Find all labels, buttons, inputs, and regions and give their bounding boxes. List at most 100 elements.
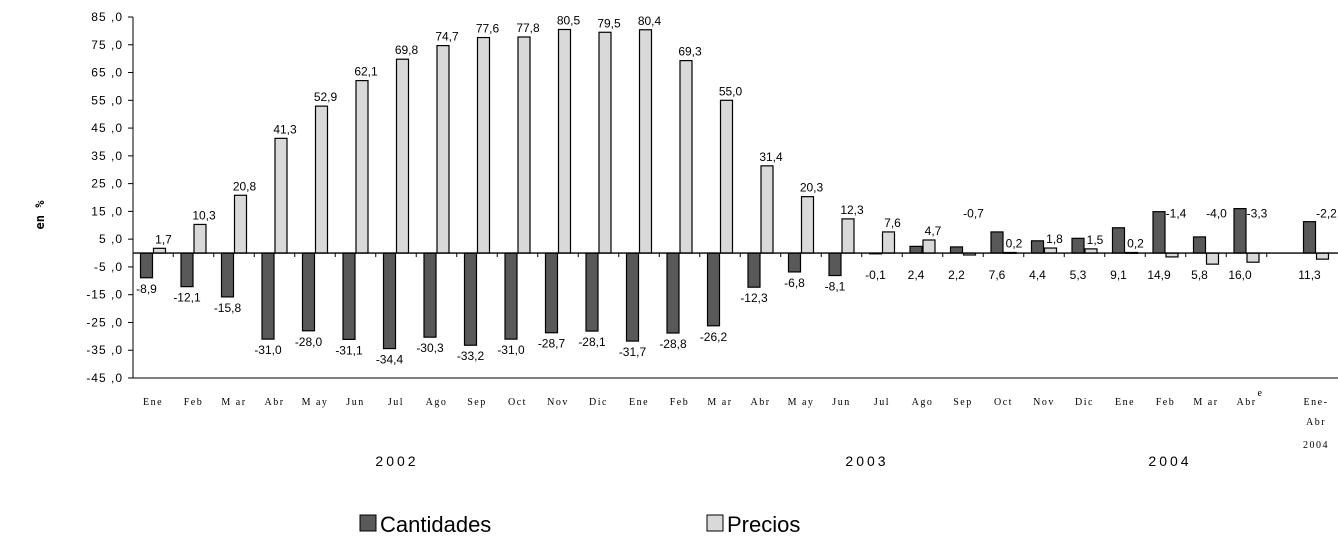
value-label-precios: -0,7 [963,207,984,221]
bar-precios [557,28,572,254]
x-category-label: Dic [589,397,608,408]
bar-cantidades [625,252,640,342]
value-label-cantidades: 5,3 [1070,268,1087,282]
y-tick-label: -45 ,0 [86,371,123,385]
x-category-label: Ene- [1304,397,1329,408]
value-label-cantidades: -30,3 [416,341,444,355]
value-label-precios: -1,4 [1166,207,1187,221]
value-label-precios: 1,8 [1046,232,1063,246]
value-label-cantidades: 2,4 [908,268,925,282]
value-label-precios: 55,0 [719,84,743,98]
bar-precios [800,196,815,254]
bar-cantidades [1152,211,1166,254]
value-label-precios: -3,3 [1247,207,1268,221]
x-category-label: Jun [346,397,364,408]
bar-precios [1043,247,1058,254]
value-label-cantidades: -12,3 [740,291,768,305]
x-category-label: Jul [388,397,404,408]
bar-precios [1246,252,1260,263]
bar-cantidades [382,252,397,350]
value-labels: -8,9 1,7 -12,1 10,3 -15,8 20,8 -31,0 41,3 -28,0 5… [136,13,1337,366]
value-label-precios: 77,8 [516,21,540,35]
x-category-label: Jun [832,397,850,408]
value-label-precios: 4,7 [925,224,942,238]
value-label-precios: 1,7 [155,232,172,246]
value-label-precios: 80,4 [638,14,662,28]
bar-cantidades [342,252,356,341]
value-label-cantidades: -0,1 [865,268,886,282]
y-tick-label: 25 ,0 [91,177,123,191]
value-label-precios: 0,2 [1006,236,1023,250]
x-category-label: M ay [302,397,329,408]
bar-precios [193,223,207,254]
x-year-label: 2003 [845,453,888,469]
bar-cantidades [220,252,235,298]
x-category-year: 2004 [1303,440,1329,451]
bar-cantidades [423,252,437,338]
value-label-cantidades: -28,1 [578,335,606,349]
x-category-label: Ene [1115,397,1135,408]
bar-cantidades [990,231,1004,254]
value-label-cantidades: 5,8 [1191,268,1208,282]
y-tick-label: 45 ,0 [91,121,123,135]
bar-cantidades [949,246,964,254]
x-category-label: Abr [264,397,284,408]
value-label-precios: 62,1 [354,65,378,79]
x-category-label: Sep [467,397,487,408]
y-tick-label: 5 ,0 [99,232,123,246]
bar-precios [598,31,612,254]
bar-precios [233,194,248,254]
x-category-label: Feb [1156,397,1176,408]
value-label-precios: 20,3 [800,181,824,195]
value-label-cantidades: 4,4 [1029,268,1046,282]
y-tick-label: -15 ,0 [86,288,123,302]
bar-precios [314,105,329,254]
bar-precios [152,247,167,254]
value-label-cantidades: 7,6 [989,268,1006,282]
bar-precios [638,29,653,254]
value-label-cantidades: -26,2 [700,330,728,344]
value-label-precios: 1,5 [1087,233,1104,247]
value-label-precios: 12,3 [840,203,864,217]
bar-cantidades [909,245,923,254]
y-tick-label: -5 ,0 [94,260,123,274]
x-category-label: Feb [670,397,690,408]
bar-precios [719,99,734,254]
bar-precios [436,45,450,254]
x-category-label: Oct [508,397,527,408]
x-category-label: Dic [1075,397,1094,408]
value-label-cantidades: 9,1 [1110,268,1127,282]
x-category-label: M ay [788,397,815,408]
x-year-label: 2004 [1148,453,1191,469]
y-tick-label: -25 ,0 [86,315,123,329]
bar-cantidades [463,252,478,346]
x-category-label-cont: Abr [1306,417,1326,428]
value-label-cantidades: -34,4 [376,353,404,367]
bar-cantidades [180,252,194,288]
bar-precios [1205,252,1220,265]
x-category-label: Ene [143,397,163,408]
bar-cantidades [139,252,154,279]
bar-cantidades [1302,221,1317,254]
x-category-label: Ene [629,397,649,408]
y-tick-label: -35 ,0 [86,343,123,357]
value-label-precios: 41,3 [273,122,297,136]
x-category-label: M ar [1193,397,1218,408]
bar-cantidades [787,252,802,273]
value-label-cantidades: -6,8 [784,276,805,290]
value-label-precios: 77,6 [476,22,500,36]
x-category-label: Abr [1236,397,1256,408]
x-category-label: Nov [547,397,569,408]
bar-cantidades [504,252,518,340]
value-label-precios: 10,3 [192,208,216,222]
value-label-precios: 80,5 [557,13,581,27]
bar-precios [841,218,855,254]
x-category-label: Nov [1033,397,1055,408]
bar-precios [355,79,369,254]
value-label-cantidades: -31,1 [335,343,363,357]
legend-swatch-cantidades [359,514,377,532]
x-category-label: M ar [221,397,246,408]
bar-cantidades [706,252,721,327]
value-label-precios: -2,2 [1316,207,1337,221]
